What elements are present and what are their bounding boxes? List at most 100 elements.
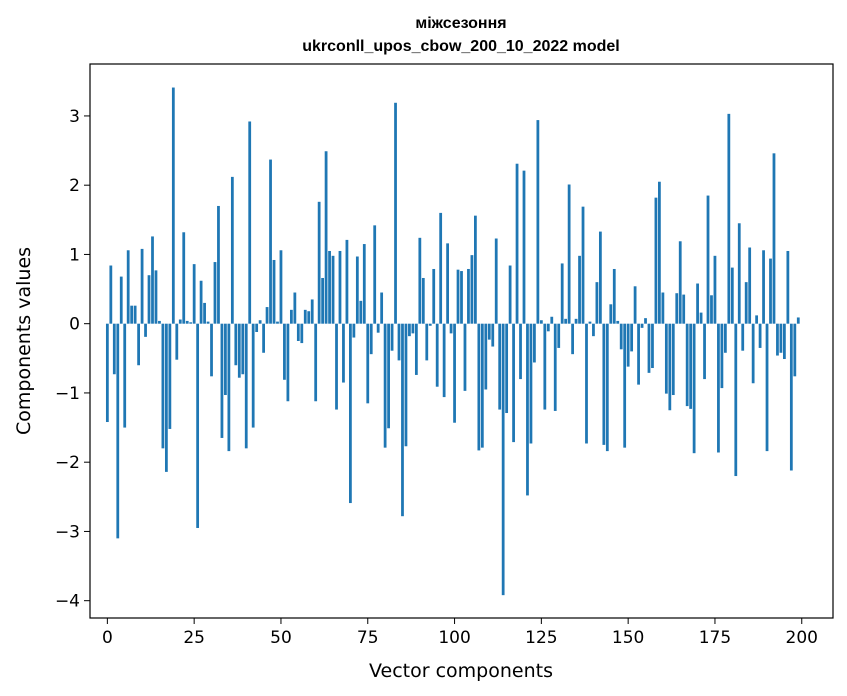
- bar: [401, 323, 404, 517]
- y-tick-label: 2: [69, 176, 80, 196]
- bar: [258, 320, 262, 324]
- bar: [487, 323, 491, 340]
- bar: [661, 292, 665, 324]
- bar: [105, 323, 109, 423]
- bar: [342, 323, 345, 383]
- bar: [331, 255, 335, 324]
- x-tick-label: 25: [183, 628, 205, 648]
- bar: [220, 323, 224, 438]
- bar: [279, 250, 283, 324]
- bar: [477, 323, 481, 451]
- bar: [696, 283, 699, 324]
- x-axis-label: Vector components: [369, 660, 553, 682]
- bar: [158, 320, 161, 324]
- bar: [345, 239, 349, 324]
- bar: [546, 323, 550, 332]
- bar: [630, 323, 634, 352]
- plot-frame: [89, 63, 834, 619]
- bar: [137, 323, 140, 366]
- bar: [501, 323, 505, 596]
- chart-title: міжсезоння: [415, 15, 506, 32]
- bar: [289, 309, 293, 324]
- bar: [491, 323, 495, 347]
- bar: [654, 197, 658, 324]
- bar: [529, 323, 533, 444]
- bar: [428, 323, 432, 326]
- bar: [397, 323, 401, 361]
- bar: [612, 268, 616, 324]
- bar: [734, 323, 738, 477]
- bar: [411, 323, 415, 334]
- bar: [651, 323, 654, 369]
- bar: [574, 318, 578, 324]
- bar: [460, 271, 463, 324]
- bar: [658, 181, 661, 324]
- bar: [776, 323, 779, 356]
- bar: [783, 323, 786, 360]
- bar: [578, 255, 581, 324]
- bar: [605, 323, 609, 452]
- bar: [449, 323, 453, 334]
- x-tick-label: 0: [102, 628, 113, 648]
- bar: [164, 323, 168, 472]
- x-tick-label: 50: [270, 628, 292, 648]
- bar: [178, 319, 182, 324]
- bar: [619, 323, 623, 350]
- bar: [161, 323, 165, 449]
- bar: [793, 323, 797, 377]
- bar: [425, 323, 429, 361]
- bar: [616, 320, 620, 324]
- bar: [203, 302, 206, 324]
- bar: [387, 323, 390, 429]
- y-tick-label: 1: [69, 245, 80, 265]
- bar: [421, 277, 425, 324]
- x-tick-label: 125: [525, 628, 557, 648]
- bar: [283, 323, 286, 380]
- bar: [626, 323, 630, 367]
- bar: [251, 323, 255, 428]
- bar: [154, 270, 158, 324]
- bar: [116, 323, 120, 539]
- bar: [230, 176, 234, 324]
- bar: [644, 318, 647, 324]
- bar: [609, 304, 613, 324]
- bar: [560, 263, 564, 324]
- bar: [567, 184, 571, 324]
- bar: [744, 282, 748, 324]
- bar: [272, 259, 276, 324]
- bar: [456, 269, 460, 324]
- bar: [390, 323, 394, 351]
- bar: [286, 323, 290, 402]
- x-tick-label: 150: [612, 628, 644, 648]
- bar: [119, 276, 123, 324]
- bar: [293, 292, 297, 324]
- bar: [189, 322, 193, 324]
- bar: [112, 323, 116, 375]
- bar: [689, 323, 693, 409]
- bar: [349, 323, 352, 504]
- bar: [723, 323, 727, 353]
- x-axis-ticks: 0 25 50 75 100 125 150 175 200: [102, 618, 818, 648]
- bar: [692, 323, 696, 454]
- bar: [321, 277, 325, 324]
- bar: [213, 262, 217, 324]
- bar: [505, 323, 509, 414]
- bar: [484, 323, 488, 390]
- bar: [730, 267, 734, 324]
- bar: [703, 323, 706, 380]
- bar: [335, 323, 338, 410]
- bar: [623, 323, 627, 448]
- bar: [307, 311, 311, 324]
- x-tick-label: 200: [786, 628, 818, 648]
- bar: [352, 323, 356, 338]
- bar: [553, 323, 557, 411]
- bar: [675, 293, 679, 324]
- bar: [199, 280, 203, 324]
- x-tick-label: 75: [357, 628, 379, 648]
- bar: [366, 323, 370, 404]
- bar: [772, 153, 776, 324]
- bar: [536, 120, 540, 324]
- bar: [237, 323, 241, 378]
- bar: [362, 244, 366, 324]
- bar: [355, 256, 359, 324]
